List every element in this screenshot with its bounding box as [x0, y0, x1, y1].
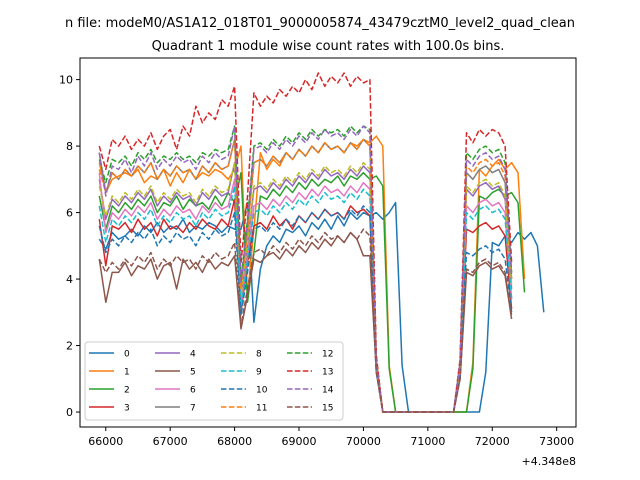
x-tick-label: 67000 [153, 435, 188, 448]
y-tick-label: 4 [66, 273, 73, 286]
series-14-line [98, 125, 513, 413]
legend-label-14: 14 [322, 386, 334, 396]
y-tick-label: 10 [59, 74, 73, 87]
x-tick-label: 71000 [410, 435, 445, 448]
legend-label-6: 6 [190, 386, 196, 396]
x-offset-label: +4.348e8 [522, 455, 576, 468]
legend-label-0: 0 [124, 350, 130, 360]
legend-label-1: 1 [124, 368, 130, 378]
series-9-line [98, 185, 513, 413]
legend-label-15: 15 [322, 404, 333, 414]
legend-label-8: 8 [256, 350, 262, 360]
x-tick-label: 70000 [346, 435, 381, 448]
legend-label-5: 5 [190, 368, 196, 378]
x-tick-label: 69000 [282, 435, 317, 448]
legend-label-11: 11 [256, 404, 267, 414]
chart-title: Quadrant 1 module wise count rates with … [152, 39, 505, 54]
y-tick-label: 2 [66, 340, 73, 353]
series-lines [98, 72, 545, 413]
x-tick-label: 68000 [217, 435, 252, 448]
y-tick-label: 8 [66, 140, 73, 153]
x-tick-label: 72000 [475, 435, 510, 448]
legend-label-10: 10 [256, 386, 268, 396]
legend-label-3: 3 [124, 404, 130, 414]
legend-label-13: 13 [322, 368, 333, 378]
legend-label-12: 12 [322, 350, 333, 360]
legend-label-2: 2 [124, 386, 130, 396]
legend-box [84, 341, 344, 421]
y-tick-label: 6 [66, 207, 73, 220]
figure-suptitle: n file: modeM0/AS1A12_018T01_9000005874_… [65, 16, 575, 31]
x-tick-label: 73000 [539, 435, 574, 448]
axis-ticks: 66000 67000 68000 69000 70000 71000 72000 73000… [59, 74, 574, 448]
legend-label-4: 4 [190, 350, 196, 360]
y-tick-label: 0 [66, 406, 73, 419]
series-8-line [98, 161, 513, 413]
plot-frame [79, 57, 577, 428]
x-tick-label: 66000 [88, 435, 123, 448]
legend-label-9: 9 [256, 368, 262, 378]
legend-label-7: 7 [190, 404, 196, 414]
